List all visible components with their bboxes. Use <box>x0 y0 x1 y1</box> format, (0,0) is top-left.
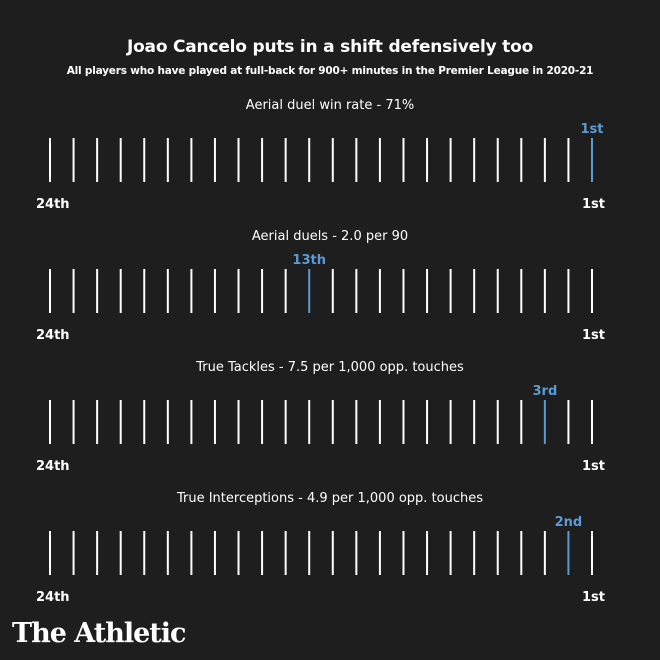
rank-label: 13th <box>292 253 326 268</box>
chart-subtitle: All players who have played at full-back… <box>66 65 594 77</box>
metric-title: Aerial duels - 2.0 per 90 <box>251 229 409 244</box>
rank-panel: True Interceptions - 4.9 per 1,000 opp. … <box>0 491 660 621</box>
best-rank-label: 1st <box>582 459 605 474</box>
rank-strip: 3rd <box>49 384 593 444</box>
rank-panel: Aerial duels - 2.0 per 90 13th 24th 1st <box>0 229 660 359</box>
worst-rank-label: 24th <box>36 197 70 212</box>
worst-rank-label: 24th <box>36 328 70 343</box>
metric-title: True Tackles - 7.5 per 1,000 opp. touche… <box>196 360 464 375</box>
rank-strip: 2nd <box>49 515 593 575</box>
best-rank-label: 1st <box>582 590 605 605</box>
rank-panel: Aerial duel win rate - 71% 1st 24th 1st <box>0 98 660 228</box>
metric-title: Aerial duel win rate - 71% <box>245 98 415 113</box>
best-rank-label: 1st <box>582 197 605 212</box>
metric-title: True Interceptions - 4.9 per 1,000 opp. … <box>176 491 484 506</box>
brand-logo: The Athletic <box>12 618 186 649</box>
worst-rank-label: 24th <box>36 459 70 474</box>
worst-rank-label: 24th <box>36 590 70 605</box>
rank-strip: 13th <box>49 253 593 313</box>
best-rank-label: 1st <box>582 328 605 343</box>
rank-label: 1st <box>581 122 604 137</box>
rank-label: 2nd <box>555 515 583 530</box>
chart-title: Joao Cancelo puts in a shift defensively… <box>126 37 534 57</box>
rank-strip: 1st <box>49 122 604 182</box>
rank-label: 3rd <box>532 384 557 399</box>
rank-panel: True Tackles - 7.5 per 1,000 opp. touche… <box>0 360 660 490</box>
